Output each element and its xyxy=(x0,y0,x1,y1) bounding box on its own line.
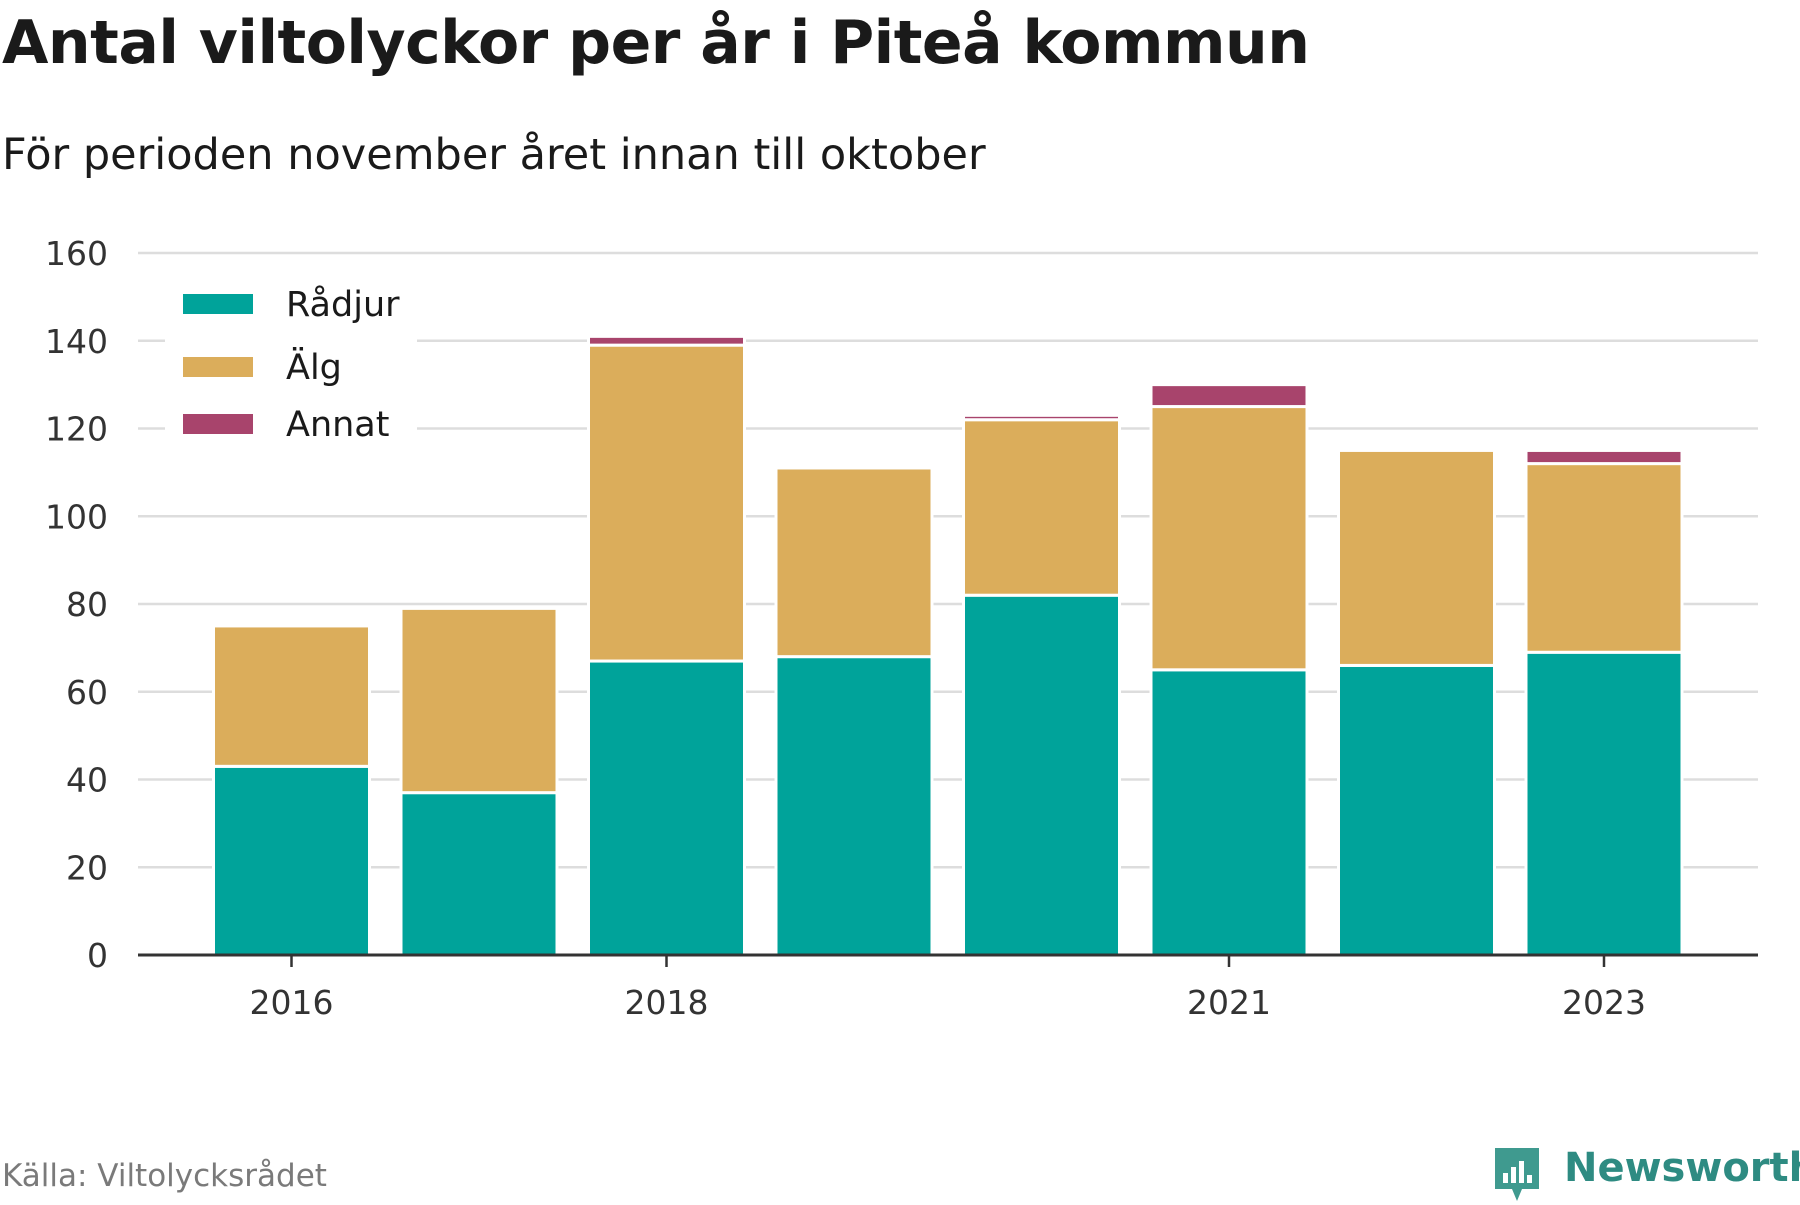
x-tick-label: 2023 xyxy=(1562,983,1646,1022)
bars xyxy=(212,334,1684,957)
bar-segment xyxy=(962,413,1121,422)
x-tick-label: 2018 xyxy=(625,983,709,1022)
chart-subtitle: För perioden november året innan till ok… xyxy=(2,130,986,180)
chart-title: Antal viltolyckor per år i Piteå kommun xyxy=(2,8,1310,78)
bar-segment xyxy=(1149,668,1309,957)
y-tick-label: 160 xyxy=(45,234,108,273)
x-tick-label: 2021 xyxy=(1187,983,1271,1022)
legend: Rådjur Älg Annat xyxy=(165,268,417,446)
stacked-bar-chart: 0 20 40 60 80 100 120 140 160 2016 2018 2021 2023 R… xyxy=(45,234,1758,1022)
bar-segment xyxy=(1337,663,1496,957)
y-tick-label: 140 xyxy=(45,322,108,361)
y-tick-label: 20 xyxy=(66,848,108,887)
legend-label: Rådjur xyxy=(286,284,400,325)
y-tick-label: 60 xyxy=(66,673,108,712)
y-tick-label: 0 xyxy=(87,936,108,975)
bar-segment xyxy=(399,606,559,795)
bar-segment xyxy=(962,593,1121,957)
newsworthy-logo-icon xyxy=(1495,1148,1539,1201)
y-tick-label: 40 xyxy=(66,761,108,800)
legend-swatch xyxy=(183,294,253,314)
bar-segment xyxy=(1524,448,1684,466)
bar-segment xyxy=(399,791,559,957)
x-axis: 2016 2018 2021 2023 xyxy=(138,953,1758,1022)
bar-segment xyxy=(212,624,371,768)
bar-segment xyxy=(212,764,371,957)
bar-segment xyxy=(774,466,934,659)
y-axis-ticks: 0 20 40 60 80 100 120 140 160 xyxy=(45,234,108,975)
bar-segment xyxy=(587,334,746,347)
legend-swatch xyxy=(183,357,253,377)
bar-segment xyxy=(1524,650,1684,957)
bar-segment xyxy=(774,655,934,957)
bar-segment xyxy=(962,418,1121,597)
brand-name: Newsworthy xyxy=(1564,1145,1800,1191)
legend-swatch xyxy=(183,414,253,434)
y-tick-label: 100 xyxy=(45,497,108,536)
bar-segment xyxy=(1149,383,1309,409)
bar-segment xyxy=(587,659,746,957)
legend-label: Annat xyxy=(286,405,389,445)
y-tick-label: 120 xyxy=(45,410,108,449)
bar-segment xyxy=(587,343,746,663)
brand-logo: Newsworthy xyxy=(1492,1143,1800,1205)
bar-segment xyxy=(1149,405,1309,672)
bar-segment xyxy=(1337,448,1496,667)
legend-label: Älg xyxy=(286,346,342,388)
source-note: Källa: Viltolycksrådet xyxy=(2,1158,327,1194)
x-tick-label: 2016 xyxy=(250,983,334,1022)
bar-segment xyxy=(1524,462,1684,654)
y-tick-label: 80 xyxy=(66,585,108,624)
